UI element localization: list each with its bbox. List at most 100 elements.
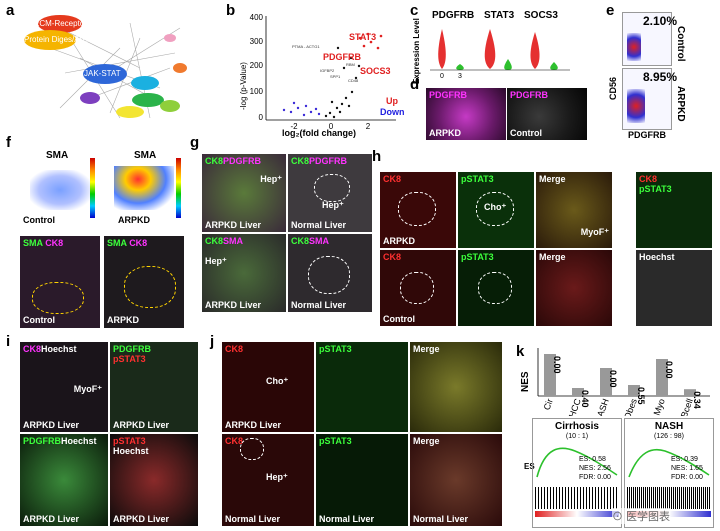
g-tl-hep: Hep⁺	[260, 174, 282, 184]
flow-cond-control: Control	[675, 26, 686, 62]
micrograph-h-ck8-control: CK8 Control	[380, 250, 456, 326]
f-br-sma: SMA	[107, 238, 127, 248]
volcano-points-up	[358, 32, 383, 50]
volcano-points-down	[282, 101, 321, 117]
i-br-cond: ARPKD Liver	[113, 514, 170, 524]
violin-gene-socs3: SOCS3	[524, 10, 558, 21]
g-br-cond: Normal Liver	[291, 300, 347, 310]
g-tr-ck8: CK8	[291, 156, 310, 166]
micrograph-h-pstat3-control: pSTAT3	[458, 250, 534, 326]
i-tl-myof: MyoF⁺	[73, 384, 102, 394]
colorbar-left	[90, 158, 95, 218]
g-br-sma: SMA	[309, 236, 330, 246]
gsea-right-es: ES:	[671, 456, 683, 463]
gene-ptma-actg1: PTMA - ACTG1	[292, 44, 320, 49]
gsea-es-label: ES	[524, 462, 535, 471]
gsea-left-title: Cirrhosis	[555, 421, 599, 432]
h-r2-ck8: CK8	[383, 252, 402, 262]
legend-down: Down	[380, 107, 405, 117]
nes-label-myo: Myo	[652, 397, 667, 416]
j-r2-hep: Hep⁺	[266, 472, 288, 482]
h-r1-cho: Cho⁺	[484, 202, 507, 212]
y-tick-200: 200	[250, 61, 264, 70]
f-bl-sma: SMA	[23, 238, 43, 248]
j-r2-ck8: CK8	[225, 436, 244, 446]
micrograph-h-pstat3-arpkd: pSTAT3 Cho⁺	[458, 172, 534, 248]
gene-rbm: RBM	[346, 62, 355, 67]
x-tick-2: 2	[366, 122, 371, 131]
micrograph-j-ck8-normal: CK8 Hep⁺ Normal Liver	[222, 434, 314, 526]
f-br-cond: ARPKD	[107, 315, 140, 325]
gsea-right-nes: NES:	[671, 465, 688, 472]
panel-f-label: f	[6, 134, 11, 151]
gsea-right-sub: (126 : 98)	[654, 433, 684, 440]
g-tr-cond: Normal Liver	[291, 220, 347, 230]
micrograph-h-ck8-arpkd: CK8 ARPKD	[380, 172, 456, 248]
f-br-ck8: CK8	[129, 238, 148, 248]
panel-b-label: b	[226, 2, 236, 19]
panel-i-label: i	[6, 333, 11, 350]
f-cond-left: Control	[23, 215, 55, 225]
g-bl-ck8: CK8	[205, 236, 224, 246]
micrograph-i-tl: CK8Hoechst MyoF⁺ ARPKD Liver	[20, 342, 108, 432]
y-tick-300: 300	[250, 37, 264, 46]
flow-arpkd	[622, 68, 672, 130]
nes-bar-nash	[600, 368, 612, 396]
gsea-right-fdr: FDR:	[671, 474, 688, 481]
node-protein-digest: Protein Diges/Absorp	[24, 35, 100, 44]
j-r2-cond: Normal Liver	[225, 514, 281, 524]
tsne-arpkd: SMA ARPKD	[104, 148, 184, 228]
panel-c-label: c	[410, 2, 419, 19]
g-br-ck8: CK8	[291, 236, 310, 246]
micrograph-g-tr: CK8PDGFRB Hep⁺ Normal Liver	[288, 154, 372, 232]
flow-pct-control: 2.10%	[643, 14, 678, 28]
gene-igfbp2: IGFBP2	[320, 68, 335, 73]
h-r2-merge: Merge	[539, 252, 566, 262]
gene-stat3: STAT3	[349, 32, 376, 42]
gsea-left-es-val: 0.58	[592, 456, 606, 463]
violin-x-3: 3	[458, 73, 462, 78]
nes-pvalue-bcell: 0.34	[692, 391, 702, 409]
nes-label-bcell: Bcell	[679, 397, 695, 416]
node-ecm-receptor: ECM-Receptor	[34, 19, 87, 28]
j-r2-pstat3: pSTAT3	[319, 436, 352, 446]
d-marker-left: PDGFRB	[429, 90, 467, 100]
g-tr-hep: Hep⁺	[322, 200, 344, 210]
j-r1-ck8: CK8	[225, 344, 244, 354]
gsea-left-nes-val: 2.56	[597, 465, 611, 472]
gsea-left-nes: NES:	[579, 465, 596, 472]
gsea-left-sub: (10 : 1)	[565, 433, 589, 440]
y-tick-100: 100	[250, 87, 264, 96]
panel-k-label: k	[516, 343, 525, 360]
i-bl-cond: ARPKD Liver	[23, 514, 80, 524]
gsea-left-fdr-val: 0.00	[597, 474, 611, 481]
gsea-left-stats: ES: 0.58 NES: 2.56 FDR: 0.00	[579, 455, 611, 482]
micrograph-f-arpkd: SMA CK8 ARPKD	[104, 236, 184, 328]
panel-d-label: d	[410, 76, 420, 93]
gsea-right-es-val: 0.39	[684, 456, 698, 463]
h-side-ck8: CK8	[639, 174, 658, 184]
micrograph-d-arpkd: PDGFRB ARPKD	[426, 88, 506, 140]
flow-xlabel: PDGFRB	[628, 130, 666, 140]
nes-bar-hcc	[572, 388, 584, 396]
tsne-control: SMA Control	[20, 148, 100, 228]
gsea-left-hits	[535, 487, 619, 509]
x-tick-neg2: -2	[290, 122, 298, 131]
micrograph-i-tr: PDGFRB pSTAT3 ARPKD Liver	[110, 342, 198, 432]
h-r1-merge: Merge	[539, 174, 566, 184]
micrograph-j-ck8-arpkd: CK8 Cho⁺ ARPKD Liver	[222, 342, 314, 432]
micrograph-h-zoom-top: CK8 pSTAT3	[636, 172, 712, 248]
micrograph-f-control: SMA CK8 Control	[20, 236, 100, 328]
j-r2-merge: Merge	[413, 436, 440, 446]
violin-ylabel: Expression Level	[412, 18, 421, 84]
g-tl-ck8: CK8	[205, 156, 224, 166]
gsea-right-nes-val: 1.65	[689, 465, 703, 472]
gsea-cirrhosis: Cirrhosis (10 : 1) ES: 0.58 NES: 2.56 FD…	[532, 418, 622, 528]
j-r2-cond-right: Normal Liver	[413, 514, 469, 524]
colorbar-right	[176, 158, 181, 218]
gsea-left-fdr: FDR:	[579, 474, 596, 481]
nes-bar-myo	[656, 359, 668, 396]
y-tick-0: 0	[259, 113, 264, 122]
j-r1-pstat3: pSTAT3	[319, 344, 352, 354]
gene-spp1: SPP1	[330, 74, 341, 79]
